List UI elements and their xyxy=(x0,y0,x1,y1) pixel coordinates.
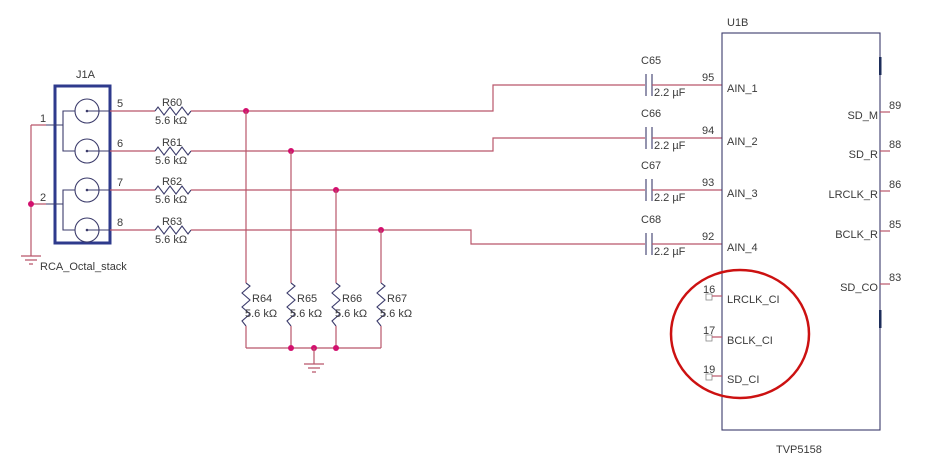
capacitor-ref: C65 xyxy=(641,55,661,67)
ic-pin-number: 89 xyxy=(889,100,901,112)
resistor-ref: R61 xyxy=(162,137,182,149)
ic-pin-name: SD_R xyxy=(849,149,878,161)
resistor-2 xyxy=(154,185,192,195)
unconnected-pin-marker xyxy=(705,293,713,301)
shunt-resistor-ref: R64 xyxy=(252,293,272,305)
capacitor-ref: C67 xyxy=(641,160,661,172)
shunt-resistor xyxy=(286,282,296,327)
capacitor-2 xyxy=(645,179,653,201)
resistor-value: 5.6 kΩ xyxy=(155,115,187,127)
shunt-resistor-ref: R66 xyxy=(342,293,362,305)
shunt-resistor-value: 5.6 kΩ xyxy=(245,308,277,320)
resistor-3 xyxy=(154,225,192,235)
ic-ref: U1B xyxy=(727,17,748,29)
resistor-value: 5.6 kΩ xyxy=(155,194,187,206)
ground-icon xyxy=(21,255,41,265)
ic-part: TVP5158 xyxy=(776,444,822,456)
connector-pin-number: 6 xyxy=(117,138,123,150)
ic-pin-name: SD_M xyxy=(847,110,878,122)
shield-bracket xyxy=(31,110,75,152)
unconnected-pin-marker xyxy=(705,373,713,381)
capacitor-ref: C66 xyxy=(641,108,661,120)
shunt-resistor xyxy=(331,282,341,327)
capacitor-value: 2.2 µF xyxy=(654,140,686,152)
connector-part: RCA_Octal_stack xyxy=(40,261,127,273)
ic-pin-number: 94 xyxy=(702,125,714,137)
ic-pin-number: 85 xyxy=(889,219,901,231)
unconnected-pin-marker xyxy=(705,334,713,342)
ic-pin-number: 83 xyxy=(889,272,901,284)
ic-pin-name: BCLK_CI xyxy=(727,335,773,347)
ground-pin-number: 1 xyxy=(40,113,46,125)
ic-pin-number: 93 xyxy=(702,177,714,189)
ground-pin-number: 2 xyxy=(40,192,46,204)
net-wire xyxy=(191,229,645,245)
connector-pin-number: 7 xyxy=(117,177,123,189)
ic-pin-name: AIN_1 xyxy=(727,83,758,95)
shunt-resistor xyxy=(376,282,386,327)
shunt-resistor-ref: R65 xyxy=(297,293,317,305)
ic-pin-number: 88 xyxy=(889,139,901,151)
highlight-circle xyxy=(669,268,811,400)
junction-dot xyxy=(333,345,339,351)
connector-ref: J1A xyxy=(76,69,96,81)
resistor-ref: R63 xyxy=(162,216,182,228)
capacitor-0 xyxy=(645,74,653,96)
resistor-1 xyxy=(154,146,192,156)
ic-pin-number: 95 xyxy=(702,72,714,84)
resistor-0 xyxy=(154,106,192,116)
ic-pin-name: SD_CO xyxy=(840,282,878,294)
shield-bracket xyxy=(31,189,75,231)
capacitor-value: 2.2 µF xyxy=(654,246,686,258)
shunt-resistor-value: 5.6 kΩ xyxy=(380,308,412,320)
resistor-ref: R60 xyxy=(162,97,182,109)
ic-pin-number: 16 xyxy=(703,284,715,296)
ic-edge-marker xyxy=(879,57,882,75)
net-wire xyxy=(191,137,645,152)
ic-pin-number: 86 xyxy=(889,179,901,191)
net-wire xyxy=(191,84,645,112)
connector-pin-number: 8 xyxy=(117,217,123,229)
junction-dot xyxy=(288,345,294,351)
shunt-resistor-ref: R67 xyxy=(387,293,407,305)
capacitor-value: 2.2 µF xyxy=(654,192,686,204)
capacitor-ref: C68 xyxy=(641,214,661,226)
resistor-value: 5.6 kΩ xyxy=(155,155,187,167)
ic-pin-number: 17 xyxy=(703,325,715,337)
shunt-resistor-value: 5.6 kΩ xyxy=(335,308,367,320)
resistor-ref: R62 xyxy=(162,176,182,188)
ic-pin-name: SD_CI xyxy=(727,374,759,386)
ic-pin-name: LRCLK_R xyxy=(828,189,878,201)
capacitor-value: 2.2 µF xyxy=(654,87,686,99)
ic-pin-number: 19 xyxy=(703,364,715,376)
ic-pin-name: LRCLK_CI xyxy=(727,294,780,306)
ic-pin-name: AIN_2 xyxy=(727,136,758,148)
junction-dot xyxy=(28,201,34,207)
connector-pin-number: 5 xyxy=(117,98,123,110)
ic-edge-marker xyxy=(879,310,882,328)
capacitor-1 xyxy=(645,127,653,149)
connector-body xyxy=(53,84,112,245)
ic-pin-number: 92 xyxy=(702,231,714,243)
shunt-resistor xyxy=(241,282,251,327)
shunt-resistor-value: 5.6 kΩ xyxy=(290,308,322,320)
ic-pin-name: AIN_4 xyxy=(727,242,758,254)
ground-icon xyxy=(304,348,324,373)
resistor-value: 5.6 kΩ xyxy=(155,234,187,246)
ic-pin-name: AIN_3 xyxy=(727,188,758,200)
ic-pin-name: BCLK_R xyxy=(835,229,878,241)
capacitor-3 xyxy=(645,233,653,255)
